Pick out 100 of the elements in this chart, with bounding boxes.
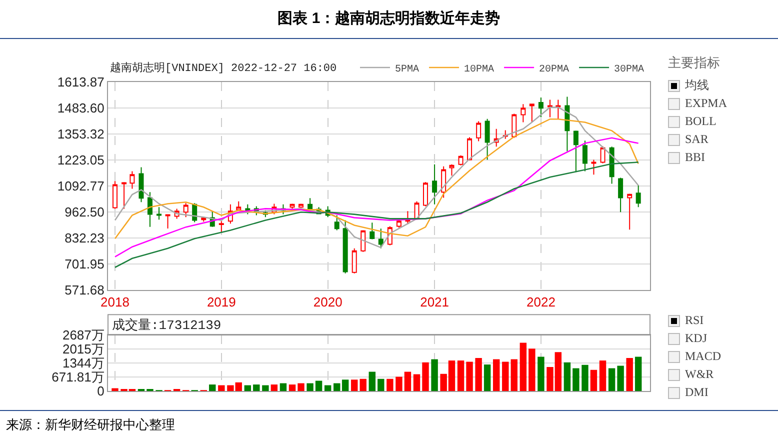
candlestick <box>308 198 313 211</box>
legend-label: 30PMA <box>614 64 644 76</box>
text: 主要指标 <box>668 55 720 70</box>
candlestick <box>245 204 250 215</box>
text: DMI <box>685 385 708 399</box>
bar <box>457 360 464 391</box>
bar <box>564 362 571 391</box>
bar <box>582 364 588 391</box>
y-tick-label: 1223.05 <box>57 152 104 168</box>
chart-subtitle: 越南胡志明[VNINDEX] 2022-12-27 16:00 <box>110 60 337 75</box>
x-tick-label: 2021 <box>420 294 449 310</box>
y-tick-label: 1353.32 <box>57 126 104 142</box>
text: KDJ <box>685 331 708 345</box>
y-tick-label: 671.81万 <box>52 370 104 385</box>
candlestick <box>582 140 588 172</box>
bar <box>510 359 518 391</box>
legend-label: 20PMA <box>539 64 570 76</box>
bar <box>538 356 544 391</box>
bar <box>599 360 606 391</box>
candlestick <box>529 103 534 123</box>
bar <box>112 388 118 391</box>
candlestick <box>334 214 340 231</box>
y-tick-label: 1344万 <box>62 356 104 371</box>
candlestick <box>423 182 428 207</box>
x-tick-label: 2019 <box>206 294 236 310</box>
candlestick <box>432 164 438 205</box>
text: RSI <box>685 313 704 327</box>
bar <box>306 383 314 391</box>
bar <box>270 384 278 391</box>
candlestick <box>165 214 170 229</box>
candlestick <box>138 166 144 203</box>
bar <box>520 342 527 391</box>
bar <box>634 356 642 391</box>
candlestick <box>342 220 348 274</box>
candlestick <box>122 182 127 210</box>
candlestick <box>147 192 152 228</box>
text: BOLL <box>685 114 716 128</box>
y-tick-label: 2015万 <box>62 342 104 357</box>
bar <box>209 384 216 391</box>
text: BBI <box>685 150 706 164</box>
y-tick-label: 701.95 <box>64 256 104 272</box>
candlestick <box>378 228 384 249</box>
candlestick <box>609 146 614 184</box>
candlestick <box>370 222 375 240</box>
bar <box>334 383 340 391</box>
text: 均线 <box>685 78 709 92</box>
bar <box>528 348 536 391</box>
text: EXPMA <box>685 96 728 110</box>
bar <box>342 380 349 391</box>
legend-label: 5PMA <box>395 64 420 76</box>
bar <box>572 368 580 391</box>
candlestick <box>573 130 578 173</box>
text: MACD <box>685 349 722 363</box>
candlestick <box>564 96 570 152</box>
bar <box>466 362 473 391</box>
bar <box>590 370 598 391</box>
bar <box>351 380 358 391</box>
y-tick-label: 832.23 <box>64 230 104 246</box>
chart-title: 图表 1：越南胡志明指数近年走势 <box>0 0 778 39</box>
candlestick <box>512 113 517 138</box>
bar <box>484 364 491 391</box>
candlestick <box>236 200 242 210</box>
bar <box>608 368 616 391</box>
bar <box>288 384 296 391</box>
y-tick-label: 0 <box>97 384 104 399</box>
line-series <box>114 162 639 268</box>
candlestick <box>290 203 295 210</box>
candlestick <box>538 97 544 118</box>
bar <box>298 383 304 391</box>
bar <box>386 378 394 391</box>
candlestick <box>476 120 482 142</box>
bar <box>502 362 509 391</box>
y-tick-label: 1092.77 <box>57 178 104 194</box>
bar <box>360 378 366 391</box>
candlestick <box>183 202 188 218</box>
candlestick <box>484 118 490 160</box>
candlestick <box>396 219 402 228</box>
bar <box>617 366 624 391</box>
bar <box>492 359 500 391</box>
candlestick <box>467 136 472 161</box>
candlestick <box>548 99 552 118</box>
bar <box>262 385 269 391</box>
text: SAR <box>685 132 708 146</box>
bar <box>368 372 376 391</box>
x-tick-label: 2022 <box>526 294 556 310</box>
candlestick <box>112 180 118 210</box>
source-note: 来源：新华财经研报中心整理 <box>0 410 778 434</box>
bar <box>431 359 438 391</box>
candlestick <box>360 230 366 252</box>
x-tick-label: 2020 <box>313 294 342 310</box>
bar <box>422 362 429 391</box>
bar <box>475 358 482 391</box>
candlestick <box>600 146 606 164</box>
text: W&R <box>685 367 714 381</box>
y-tick-label: 1483.60 <box>57 100 104 116</box>
candlestick <box>218 220 224 232</box>
candlestick <box>618 177 624 213</box>
line-series <box>114 137 639 258</box>
bar <box>218 385 225 391</box>
bar <box>280 383 287 391</box>
